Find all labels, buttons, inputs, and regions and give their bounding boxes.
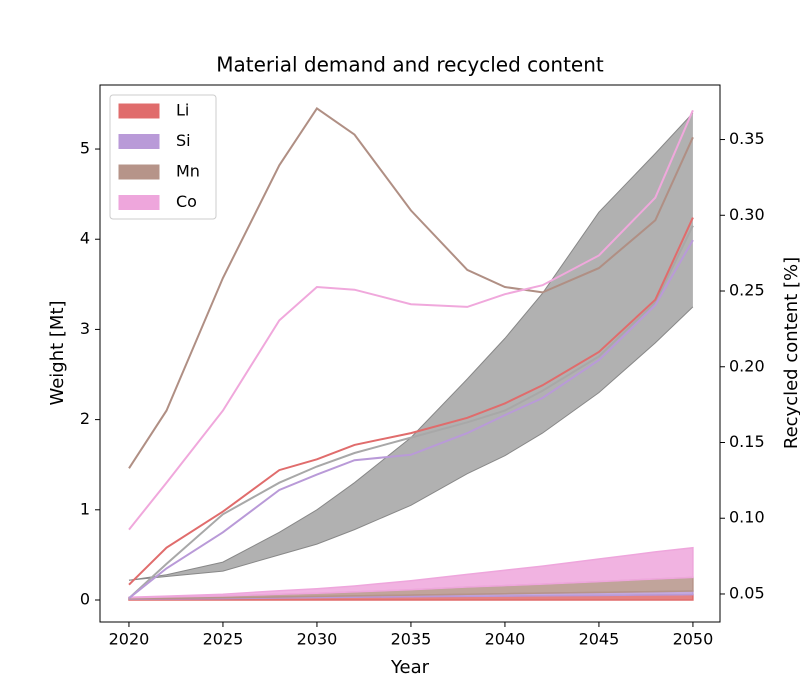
y2-tick-label: 0.05 <box>729 583 765 602</box>
y2-tick-label: 0.15 <box>729 432 765 451</box>
legend-box <box>109 94 217 220</box>
x-tick-label: 2020 <box>109 630 150 649</box>
plot-frame <box>99 84 721 623</box>
legend-label: Li <box>176 101 189 120</box>
legend-label: Mn <box>176 162 200 181</box>
x-tick-label: 2035 <box>391 630 432 649</box>
x-tick-label: 2040 <box>485 630 526 649</box>
y-tick-label: 5 <box>80 139 90 158</box>
y-tick-label: 3 <box>80 319 90 338</box>
y2-tick-label: 0.10 <box>729 508 765 527</box>
x-tick-label: 2050 <box>673 630 714 649</box>
y-tick-label: 1 <box>80 499 90 518</box>
line <box>128 109 694 531</box>
y2-tick-label: 0.35 <box>729 129 765 148</box>
line <box>128 225 694 599</box>
legend-label: Co <box>176 192 197 211</box>
y-tick-label: 4 <box>80 229 90 248</box>
band-fill <box>129 113 693 581</box>
y2-tick-label: 0.20 <box>729 356 765 375</box>
line <box>128 106 694 469</box>
chart-title: Material demand and recycled content <box>216 53 604 77</box>
legend-swatch <box>118 103 160 119</box>
y2-tick-label: 0.25 <box>729 281 765 300</box>
area <box>128 546 694 599</box>
x-axis-label: Year <box>390 657 430 678</box>
y-axis-label: Weight [Mt] <box>47 300 68 405</box>
y2-tick-label: 0.30 <box>729 205 765 224</box>
y-tick-label: 2 <box>80 409 90 428</box>
x-tick-label: 2025 <box>203 630 244 649</box>
legend-swatch <box>118 134 160 149</box>
y-tick-label: 0 <box>80 589 90 608</box>
y2-axis-label: Recycled content [%] <box>781 257 800 449</box>
line <box>128 239 694 599</box>
legend-swatch <box>118 164 160 180</box>
x-tick-label: 2045 <box>579 630 620 649</box>
legend-label: Si <box>176 131 191 150</box>
line <box>128 217 694 586</box>
legend-swatch <box>118 195 160 210</box>
x-tick-label: 2030 <box>297 630 338 649</box>
band-lower <box>128 306 694 581</box>
